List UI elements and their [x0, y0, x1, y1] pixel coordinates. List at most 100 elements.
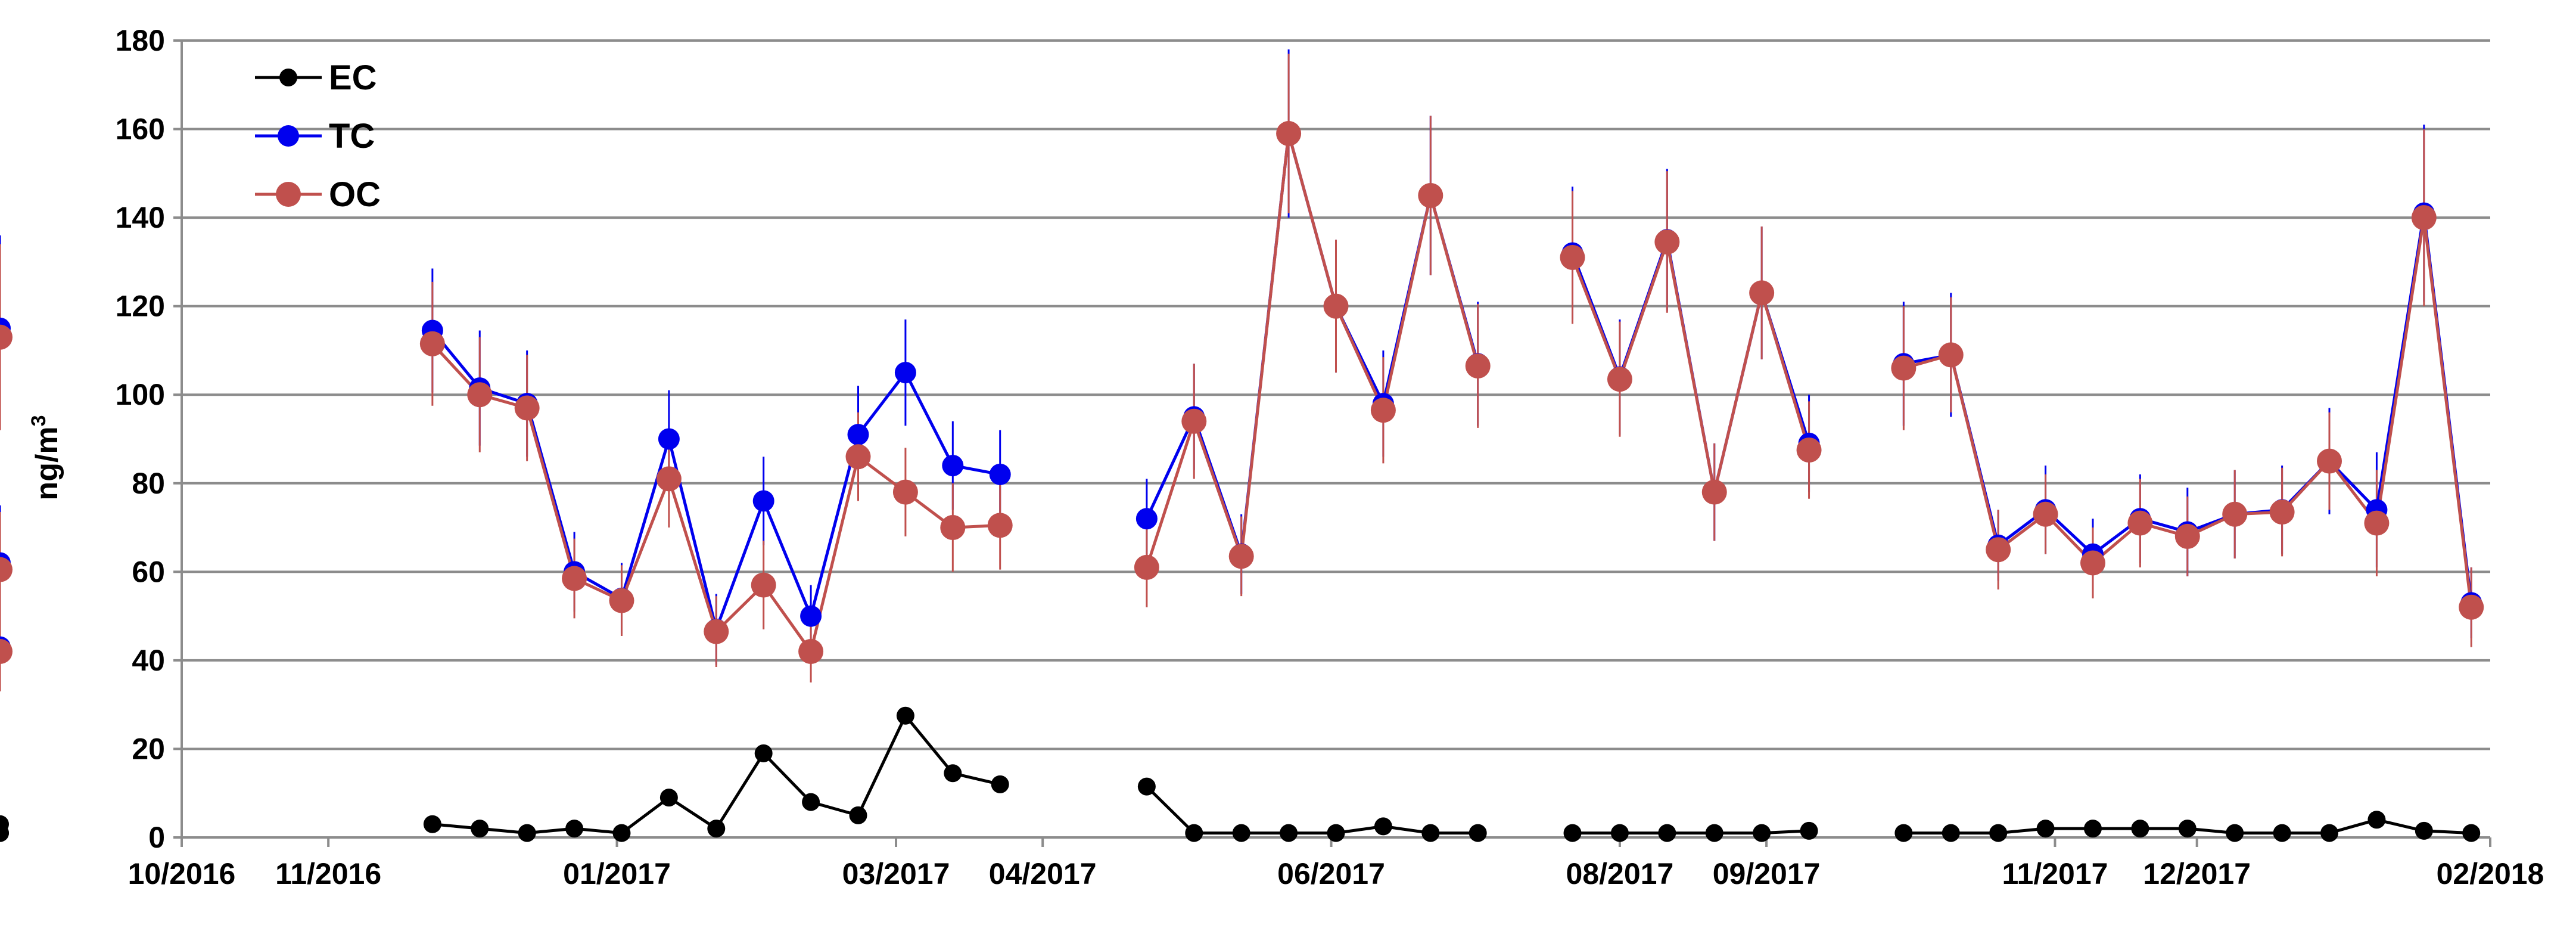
oc-data-point: [514, 395, 540, 421]
ec-data-point: [612, 824, 631, 842]
ec-data-point: [2083, 820, 2102, 838]
x-tick-label: 11/2016: [275, 857, 381, 890]
y-tick-label: 40: [132, 644, 165, 677]
ec-series-line: [1572, 829, 1809, 835]
tc-data-point: [752, 490, 774, 512]
oc-legend-label: OC: [329, 175, 381, 214]
ec-data-point: [1137, 777, 1156, 796]
oc-data-point: [2269, 499, 2295, 525]
oc-data-point: [1228, 544, 1254, 569]
oc-data-point: [1986, 537, 2011, 563]
tc-data-point: [847, 424, 869, 446]
oc-data-point: [987, 513, 1013, 538]
x-tick-label: 01/2017: [563, 857, 671, 890]
y-tick-label: 140: [116, 201, 165, 234]
ec-legend-label: EC: [329, 58, 377, 97]
x-tick-label: 12/2017: [2143, 857, 2251, 890]
ec-data-point: [944, 764, 962, 783]
oc-data-point: [609, 588, 634, 613]
x-axis: 10/2016 11/2016 01/2017 03/2017 04/2017 06/20…: [128, 836, 2544, 890]
oc-data-point: [1370, 398, 1396, 423]
oc-data-point: [2222, 501, 2248, 527]
oc-data-point: [0, 557, 13, 582]
y-tick-label: 100: [116, 378, 165, 411]
y-tick-label: 160: [116, 113, 165, 146]
oc-data-point: [1181, 408, 1207, 434]
ec-data-point: [2320, 824, 2339, 842]
oc-data-point: [892, 479, 918, 505]
y-axis: 0 20 40 60 80 100 120 140 160 180: [116, 24, 183, 854]
oc-data-point: [2080, 550, 2105, 576]
oc-data-point: [1701, 479, 1727, 505]
oc-series-line: [1571, 240, 1810, 494]
y-tick-label: 60: [132, 555, 165, 588]
oc-legend-marker: [276, 182, 301, 207]
oc-data-point: [656, 466, 682, 492]
ec-data-point: [754, 744, 773, 762]
oc-data-point: [1560, 244, 1585, 270]
oc-data-point: [940, 515, 966, 541]
ec-data-point: [2462, 824, 2481, 842]
ec-data-point: [2131, 820, 2149, 838]
x-tick-label: 08/2017: [1566, 857, 1674, 890]
ec-data-point: [565, 820, 584, 838]
legend: EC TC OC: [255, 58, 381, 214]
oc-data-point: [1796, 437, 1822, 463]
tc-data-point: [942, 455, 964, 477]
ec-data-point: [2415, 821, 2433, 840]
oc-data-point: [2459, 594, 2484, 620]
y-axis-title: ng/m3: [27, 415, 64, 500]
ec-data-point: [471, 820, 489, 838]
oc-data-point: [1418, 182, 1443, 208]
oc-data-point: [467, 382, 493, 408]
tc-legend-marker: [278, 125, 299, 147]
ec-data-point: [1800, 821, 1818, 840]
ec-data-point: [2178, 820, 2197, 838]
oc-data-point: [0, 324, 13, 350]
y-tick-label: 80: [132, 467, 165, 500]
ec-data-point: [2367, 811, 2386, 829]
oc-data-point: [0, 639, 13, 665]
ec-data-point: [2036, 820, 2055, 838]
ec-data-point: [1894, 824, 1913, 842]
tc-data-point: [1135, 508, 1158, 530]
oc-data-point: [2411, 205, 2437, 231]
oc-data-point: [419, 331, 445, 356]
ec-data-point: [1185, 824, 1203, 842]
y-tick-label: 180: [116, 24, 165, 57]
oc-data-point: [2127, 510, 2153, 536]
ec-data-point: [1610, 824, 1629, 842]
y-axis-title-text: ng/m3: [27, 415, 64, 500]
ec-data-point: [1469, 824, 1487, 842]
y-tick-label: 120: [116, 290, 165, 323]
oc-data-point: [1607, 367, 1632, 392]
ec-data-point: [2273, 824, 2291, 842]
oc-data-point: [798, 639, 824, 665]
ec-legend-marker: [279, 69, 297, 86]
tc-data-point: [989, 463, 1011, 485]
ec-data-point: [1421, 824, 1440, 842]
tc-data-point: [894, 362, 916, 384]
tc-legend-label: TC: [329, 117, 375, 156]
oc-data-point: [1891, 355, 1917, 381]
oc-data-point: [1323, 293, 1349, 319]
ec-data-point: [1989, 824, 2008, 842]
x-tick-label: 02/2018: [2437, 857, 2544, 890]
ec-data-point: [2226, 824, 2244, 842]
x-tick-label: 10/2016: [128, 857, 236, 890]
ec-data-point: [659, 789, 678, 807]
ec-data-point: [0, 824, 9, 842]
ec-data-point: [802, 793, 820, 811]
oc-data-point: [1749, 280, 1775, 306]
x-tick-label: 06/2017: [1277, 857, 1385, 890]
oc-data-point: [704, 619, 729, 644]
ec-data-point: [1232, 824, 1250, 842]
ec-data-point: [896, 706, 914, 725]
oc-data-point: [1938, 342, 1964, 368]
ec-data-point: [1280, 824, 1298, 842]
tc-data-point: [658, 428, 680, 450]
ec-data-point: [1563, 824, 1582, 842]
x-tick-label: 03/2017: [842, 857, 950, 890]
oc-data-point: [751, 572, 776, 598]
